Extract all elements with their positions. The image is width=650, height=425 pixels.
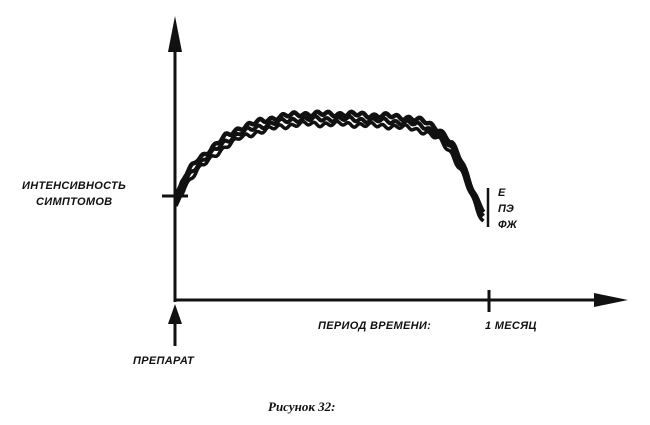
curve-pe: [174, 114, 485, 218]
y-axis-label-line-2: СИМПТОМОВ: [36, 196, 112, 208]
series-label-pe: ПЭ: [498, 203, 514, 215]
curve-band: [173, 109, 486, 223]
x-tick-label: 1 МЕСЯЦ: [485, 320, 537, 332]
y-axis-arrow: [168, 16, 182, 52]
x-axis-label: ПЕРИОД ВРЕМЕНИ:: [318, 320, 431, 332]
drug-arrow-head: [168, 304, 182, 324]
curve-e: [173, 109, 486, 214]
start-label: ПРЕПАРАТ: [133, 355, 195, 367]
x-axis-arrow: [594, 293, 628, 307]
y-axis-label-line-1: ИНТЕНСИВНОСТЬ: [22, 180, 126, 192]
series-label-fzh: ФЖ: [498, 219, 518, 231]
figure-caption: Рисунок 32:: [268, 399, 336, 414]
series-label-e: Е: [498, 187, 506, 199]
curve-fzh: [174, 119, 485, 223]
